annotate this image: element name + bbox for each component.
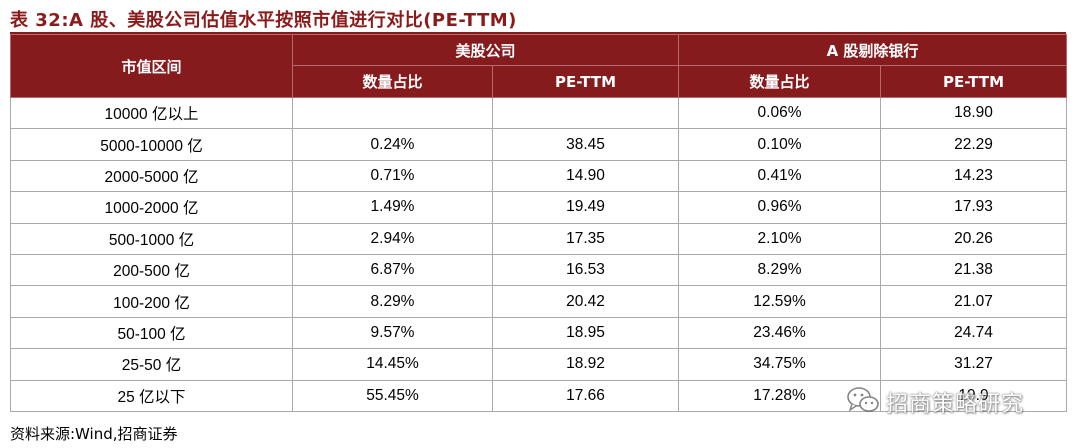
table-title: 表 32:A 股、美股公司估值水平按照市值进行对比(PE-TTM): [10, 10, 517, 31]
cell-a-pe: 20.26: [880, 222, 1068, 255]
cell-us-share: 14.45%: [292, 348, 493, 381]
cell-a-pe: 21.07: [880, 285, 1068, 318]
cell-a-pe: 18.90: [880, 96, 1068, 130]
table-row: 5000-10000 亿 0.24% 38.45 0.10% 22.29: [10, 128, 1068, 161]
cell-us-share: 6.87%: [292, 253, 493, 287]
cell-range: 10000 亿以上: [10, 96, 293, 130]
cell-range: 25 亿以下: [10, 379, 293, 412]
table-row: 1000-2000 亿 1.49% 19.49 0.96% 17.93: [10, 191, 1068, 224]
table-row: 2000-5000 亿 0.71% 14.90 0.41% 14.23: [10, 159, 1068, 193]
cell-range: 500-1000 亿: [10, 222, 293, 255]
cell-us-share: 0.24%: [292, 128, 493, 161]
cell-a-pe: 31.27: [880, 348, 1068, 381]
cell-a-share: 8.29%: [678, 253, 882, 287]
cell-us-pe: 17.35: [491, 222, 680, 255]
cell-range: 50-100 亿: [10, 316, 293, 350]
cell-a-share: 34.75%: [678, 348, 882, 381]
cell-a-share: 0.10%: [678, 128, 882, 161]
cell-us-pe: 38.45: [491, 128, 680, 161]
cell-a-pe: 17.93: [880, 191, 1068, 224]
cell-a-pe: 24.74: [880, 316, 1068, 350]
cell-a-pe: 19.9: [880, 379, 1068, 412]
table-row: 200-500 亿 6.87% 16.53 8.29% 21.38: [10, 253, 1068, 287]
cell-a-share: 0.41%: [678, 159, 882, 193]
source-note: 资料来源:Wind,招商证券: [10, 425, 178, 443]
header-us-share: 数量占比: [292, 65, 493, 98]
table-row: 25-50 亿 14.45% 18.92 34.75% 31.27: [10, 348, 1068, 381]
cell-us-share: 0.71%: [292, 159, 493, 193]
cell-a-share: 12.59%: [678, 285, 882, 318]
header-us-stocks: 美股公司: [291, 34, 680, 66]
table-row: 10000 亿以上 0.06% 18.90: [10, 96, 1068, 130]
header-a-share: 数量占比: [678, 65, 882, 98]
cell-range: 5000-10000 亿: [10, 128, 293, 161]
cell-us-pe: 18.95: [491, 316, 680, 350]
table-row: 50-100 亿 9.57% 18.95 23.46% 24.74: [10, 316, 1068, 350]
table-row: 100-200 亿 8.29% 20.42 12.59% 21.07: [10, 285, 1068, 318]
cell-a-pe: 21.38: [880, 253, 1068, 287]
cell-range: 200-500 亿: [10, 253, 293, 287]
cell-us-pe: 16.53: [491, 253, 680, 287]
cell-a-share: 0.06%: [678, 96, 882, 130]
header-a-pe: PE-TTM: [880, 65, 1068, 98]
cell-us-pe: 20.42: [491, 285, 680, 318]
cell-us-share: 8.29%: [292, 285, 493, 318]
cell-us-pe: 14.90: [491, 159, 680, 193]
header-us-pe: PE-TTM: [491, 65, 680, 98]
valuation-table: 市值区间 美股公司 A 股剔除银行 数量占比 PE-TTM 数量占比 PE-TT…: [10, 34, 1068, 412]
cell-a-pe: 22.29: [880, 128, 1068, 161]
cell-us-share: [292, 96, 493, 130]
cell-us-share: 55.45%: [292, 379, 493, 412]
header-a-shares-ex-banks: A 股剔除银行: [678, 34, 1068, 66]
table-row: 500-1000 亿 2.94% 17.35 2.10% 20.26: [10, 222, 1068, 255]
title-divider: [10, 32, 1066, 34]
cell-a-share: 0.96%: [678, 191, 882, 224]
cell-us-pe: 19.49: [491, 191, 680, 224]
cell-a-share: 23.46%: [678, 316, 882, 350]
cell-us-share: 2.94%: [292, 222, 493, 255]
cell-range: 1000-2000 亿: [10, 191, 293, 224]
cell-us-pe: 18.92: [491, 348, 680, 381]
header-market-cap-range: 市值区间: [10, 34, 293, 98]
cell-us-pe: [491, 96, 680, 130]
cell-a-share: 17.28%: [678, 379, 882, 412]
cell-us-share: 1.49%: [292, 191, 493, 224]
cell-range: 25-50 亿: [10, 348, 293, 381]
cell-us-pe: 17.66: [491, 379, 680, 412]
cell-a-pe: 14.23: [880, 159, 1068, 193]
cell-range: 100-200 亿: [10, 285, 293, 318]
table-row: 25 亿以下 55.45% 17.66 17.28% 19.9: [10, 379, 1068, 412]
cell-us-share: 9.57%: [292, 316, 493, 350]
cell-range: 2000-5000 亿: [10, 159, 293, 193]
cell-a-share: 2.10%: [678, 222, 882, 255]
